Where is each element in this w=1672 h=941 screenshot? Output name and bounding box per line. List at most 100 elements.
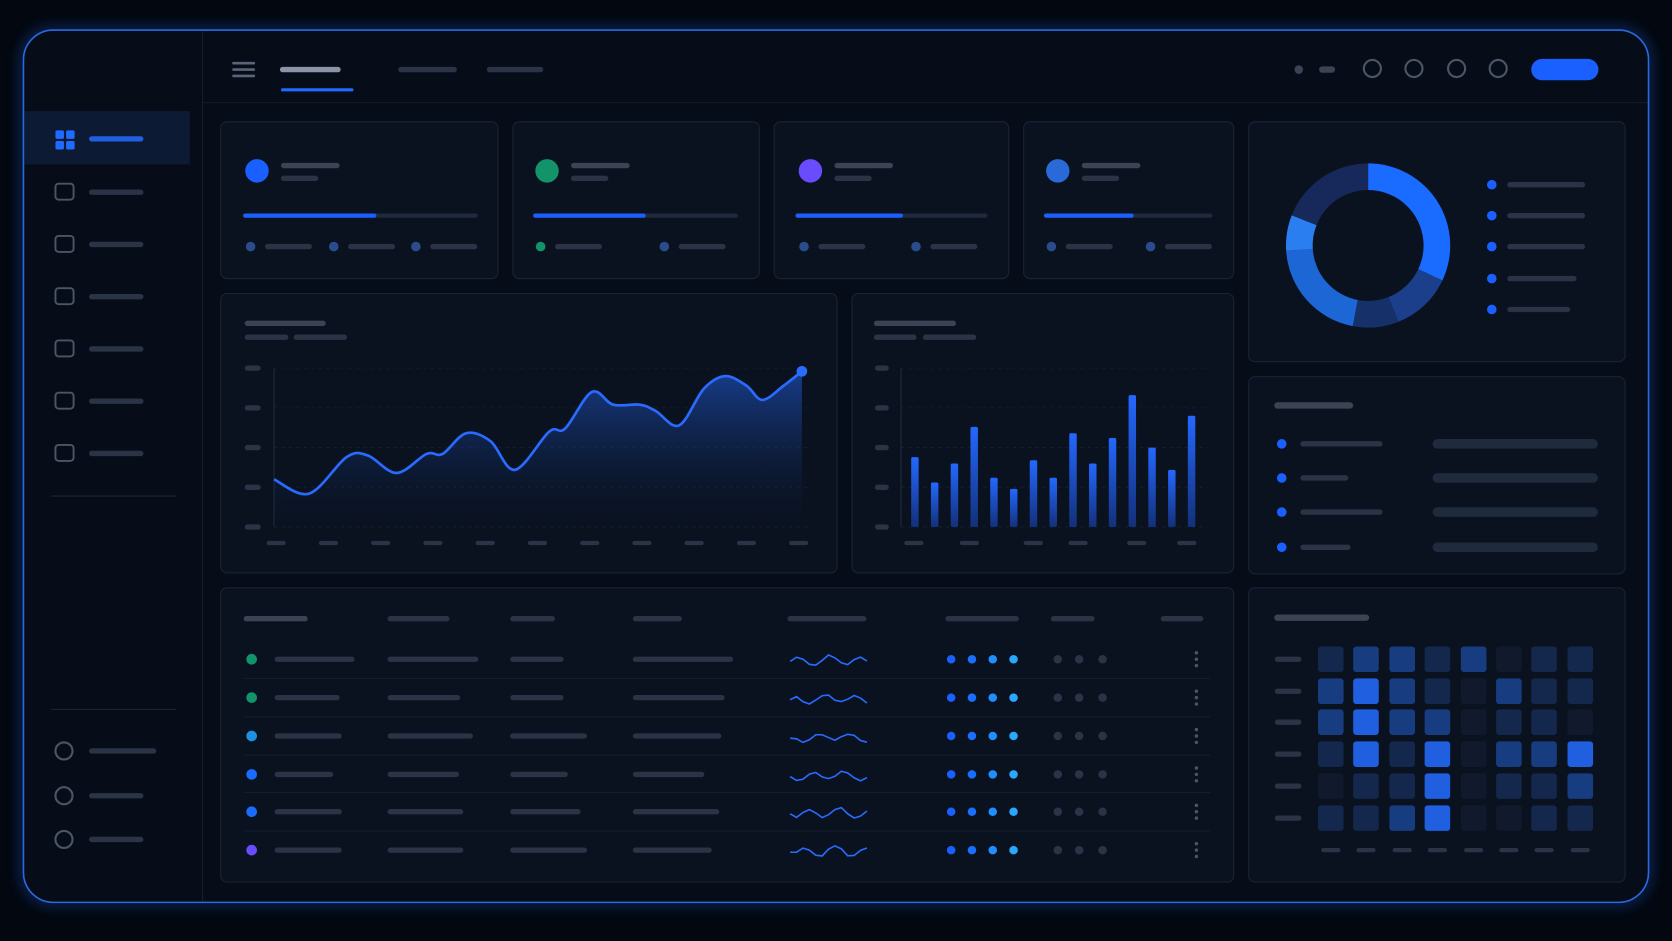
bar xyxy=(1108,438,1117,528)
status-dot xyxy=(246,806,257,818)
toolbar-icon[interactable] xyxy=(1447,58,1467,79)
nav-icon xyxy=(54,182,75,201)
kebab-dot[interactable] xyxy=(1194,702,1199,706)
kebab-dot[interactable] xyxy=(1194,689,1199,693)
nav-item[interactable] xyxy=(54,234,144,253)
heat-cell xyxy=(1531,646,1557,673)
heat-cell xyxy=(1460,773,1487,799)
indicator-dot xyxy=(1098,770,1107,779)
kebab-dot[interactable] xyxy=(1194,740,1199,745)
indicator-dot xyxy=(988,770,998,779)
indicator-dot xyxy=(967,845,977,855)
status-dot xyxy=(246,844,257,856)
legend-dot xyxy=(1145,241,1156,252)
indicator-dot xyxy=(967,731,977,741)
sparkline xyxy=(790,844,868,857)
kebab-dot[interactable] xyxy=(1194,772,1199,777)
nav-icon xyxy=(54,391,75,410)
nav-icon xyxy=(54,339,75,358)
heat-cell xyxy=(1424,773,1451,799)
bar xyxy=(1029,460,1038,528)
kebab-dot[interactable] xyxy=(1194,727,1199,732)
nav-item[interactable] xyxy=(54,339,144,358)
nav-item[interactable] xyxy=(54,182,144,201)
heat-cell xyxy=(1353,741,1379,767)
kebab-dot[interactable] xyxy=(1194,816,1199,820)
bar xyxy=(1049,477,1057,528)
kebab-dot[interactable] xyxy=(1194,657,1199,661)
legend-dot xyxy=(1486,304,1497,315)
indicator-dot xyxy=(967,807,977,816)
nav-item[interactable] xyxy=(55,130,144,150)
primary-button[interactable] xyxy=(1531,58,1599,81)
bar xyxy=(950,463,959,528)
kebab-dot[interactable] xyxy=(1194,854,1199,859)
area-line xyxy=(273,370,803,496)
kebab-dot[interactable] xyxy=(1194,842,1199,846)
status-dot xyxy=(246,730,257,742)
kebab-dot[interactable] xyxy=(1194,803,1199,808)
legend-dot xyxy=(659,241,670,252)
indicator-dot xyxy=(988,693,998,702)
heat-cell xyxy=(1317,773,1344,799)
heat-cell xyxy=(1567,678,1594,705)
toolbar-icon[interactable] xyxy=(1404,58,1424,79)
legend-dot xyxy=(911,241,921,252)
menu-button[interactable] xyxy=(232,61,256,78)
status-dot xyxy=(246,692,257,703)
legend-dot xyxy=(245,241,256,252)
toolbar-icon[interactable] xyxy=(1362,58,1382,79)
kebab-dot[interactable] xyxy=(1194,779,1199,783)
table-row[interactable] xyxy=(246,689,1199,706)
indicator-dot xyxy=(1098,807,1107,816)
sidebar-bottom-item[interactable] xyxy=(54,741,157,761)
indicator-dot xyxy=(1009,654,1018,664)
heat-cell xyxy=(1567,741,1594,767)
legend-dot xyxy=(535,241,546,252)
kebab-dot[interactable] xyxy=(1194,663,1199,668)
panel xyxy=(773,121,1010,280)
area-fill xyxy=(274,371,802,528)
kebab-dot[interactable] xyxy=(1194,695,1199,700)
heat-cell xyxy=(1496,709,1522,735)
indicator-dot xyxy=(946,693,956,702)
kebab-dot[interactable] xyxy=(1194,848,1199,852)
heat-cell xyxy=(1317,646,1344,673)
sparkline xyxy=(789,806,868,819)
table-row[interactable] xyxy=(246,766,1199,783)
panel xyxy=(512,121,760,280)
indicator-dot xyxy=(946,807,956,816)
table-row[interactable] xyxy=(246,651,1199,668)
sidebar-bottom-item[interactable] xyxy=(54,786,144,806)
bar xyxy=(911,457,919,528)
sparkline xyxy=(789,654,868,666)
nav-item[interactable] xyxy=(54,287,144,306)
nav-icon xyxy=(54,234,75,253)
indicator-dot xyxy=(1053,845,1063,855)
heat-cell xyxy=(1317,678,1344,705)
legend-dot xyxy=(1486,241,1497,252)
nav-icon xyxy=(55,141,64,150)
table-row[interactable] xyxy=(246,727,1199,745)
table-row[interactable] xyxy=(246,803,1199,820)
indicator-dot xyxy=(988,845,998,855)
nav-item[interactable] xyxy=(54,391,144,410)
heat-cell xyxy=(1389,741,1416,767)
table-row[interactable] xyxy=(246,842,1199,859)
heat-cell xyxy=(1460,741,1487,767)
nav-item[interactable] xyxy=(54,443,144,462)
kebab-dot[interactable] xyxy=(1194,766,1199,770)
heat-cell xyxy=(1496,678,1522,705)
heat-cell xyxy=(1317,709,1344,735)
legend-dot xyxy=(1046,241,1057,252)
bar xyxy=(1148,447,1156,528)
toolbar-icon[interactable] xyxy=(1488,58,1508,79)
kebab-dot[interactable] xyxy=(1194,734,1199,738)
indicator-dot xyxy=(1053,770,1063,779)
sidebar-bottom-item[interactable] xyxy=(54,829,144,850)
kebab-dot[interactable] xyxy=(1194,651,1199,655)
heat-cell xyxy=(1389,646,1416,673)
heat-cell xyxy=(1567,646,1594,673)
kebab-dot[interactable] xyxy=(1194,810,1199,814)
nav-icon xyxy=(66,130,75,139)
